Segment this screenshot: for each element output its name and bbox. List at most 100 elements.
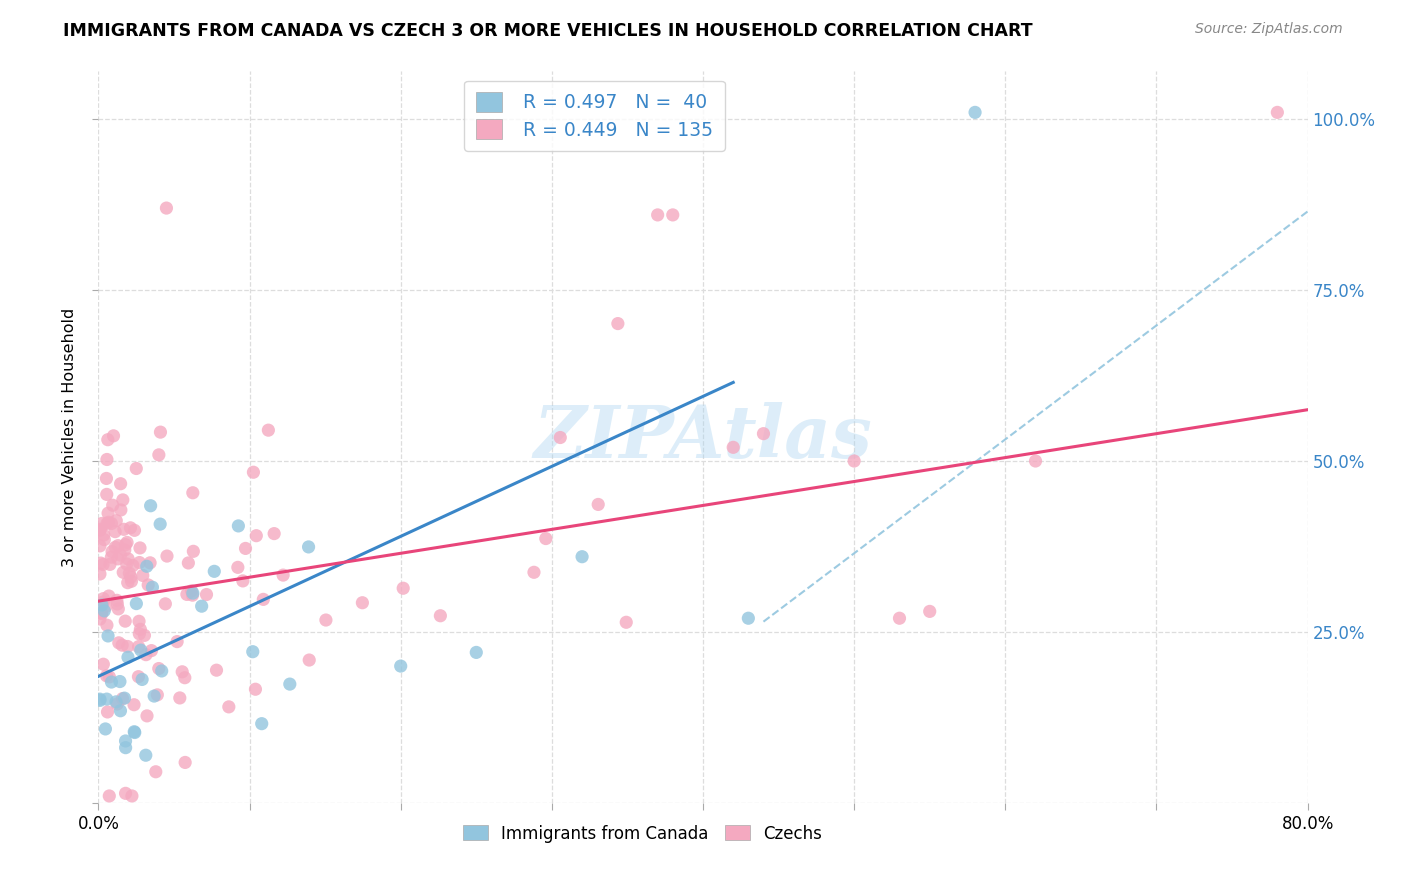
Point <box>112 566 135 580</box>
Text: IMMIGRANTS FROM CANADA VS CZECH 3 OR MORE VEHICLES IN HOUSEHOLD CORRELATION CHAR: IMMIGRANTS FROM CANADA VS CZECH 3 OR MOR… <box>63 22 1033 40</box>
Point <box>389 659 412 673</box>
Point <box>166 634 188 648</box>
Point <box>111 638 134 652</box>
Point <box>89 566 111 581</box>
Point <box>242 465 264 479</box>
Point <box>150 664 173 678</box>
Point <box>661 208 683 222</box>
Point <box>129 643 152 657</box>
Point <box>205 663 228 677</box>
Point <box>117 552 139 566</box>
Point <box>120 521 142 535</box>
Point <box>135 559 157 574</box>
Point <box>141 643 163 657</box>
Point <box>89 523 111 537</box>
Point <box>101 544 124 558</box>
Point <box>134 628 156 642</box>
Point <box>181 586 204 600</box>
Point <box>118 566 141 581</box>
Point <box>128 615 150 629</box>
Point <box>148 448 170 462</box>
Point <box>647 208 669 222</box>
Point <box>96 452 118 467</box>
Point <box>107 552 129 566</box>
Point <box>111 691 134 706</box>
Point <box>124 524 146 538</box>
Point <box>89 539 111 553</box>
Point <box>252 592 274 607</box>
Point <box>180 583 202 598</box>
Point <box>98 670 121 684</box>
Point <box>122 698 145 712</box>
Point <box>145 764 167 779</box>
Point <box>120 574 142 589</box>
Point <box>96 618 118 632</box>
Point <box>235 541 257 556</box>
Point <box>257 423 280 437</box>
Point <box>91 595 114 609</box>
Point <box>93 533 115 547</box>
Point <box>263 526 285 541</box>
Point <box>523 566 546 580</box>
Point <box>136 578 159 592</box>
Point <box>135 748 157 763</box>
Point <box>89 522 111 536</box>
Point <box>176 587 198 601</box>
Point <box>156 549 179 563</box>
Point <box>93 604 115 618</box>
Point <box>228 519 250 533</box>
Point <box>844 454 866 468</box>
Point <box>98 789 121 803</box>
Point <box>242 645 264 659</box>
Point <box>101 498 124 512</box>
Point <box>232 574 254 588</box>
Point <box>172 665 194 679</box>
Point <box>108 674 131 689</box>
Point <box>271 568 294 582</box>
Point <box>122 558 145 573</box>
Point <box>177 556 200 570</box>
Point <box>96 516 118 531</box>
Point <box>108 636 131 650</box>
Point <box>174 756 197 770</box>
Point <box>245 529 267 543</box>
Point <box>96 692 118 706</box>
Point <box>155 597 177 611</box>
Point <box>298 653 321 667</box>
Point <box>465 645 488 659</box>
Point <box>297 540 319 554</box>
Point <box>128 627 150 641</box>
Point <box>723 440 745 454</box>
Point <box>91 558 114 572</box>
Point <box>181 588 204 602</box>
Point <box>918 604 941 618</box>
Point <box>226 560 249 574</box>
Point <box>752 426 775 441</box>
Point <box>100 516 122 531</box>
Point <box>392 581 415 595</box>
Point <box>128 556 150 570</box>
Point <box>114 614 136 628</box>
Point <box>245 682 267 697</box>
Point <box>117 575 139 590</box>
Point <box>149 425 172 439</box>
Point <box>127 670 149 684</box>
Point <box>90 598 112 612</box>
Point <box>169 690 191 705</box>
Point <box>115 535 138 549</box>
Point <box>1267 105 1289 120</box>
Point <box>125 461 148 475</box>
Point <box>429 608 451 623</box>
Point <box>105 697 128 711</box>
Point <box>117 640 139 654</box>
Point <box>278 677 301 691</box>
Point <box>89 692 111 706</box>
Point <box>122 724 145 739</box>
Point <box>105 514 128 528</box>
Point <box>110 476 132 491</box>
Point <box>110 548 132 562</box>
Point <box>132 568 155 582</box>
Point <box>183 544 205 558</box>
Text: ZIPAtlas: ZIPAtlas <box>534 401 872 473</box>
Point <box>131 673 153 687</box>
